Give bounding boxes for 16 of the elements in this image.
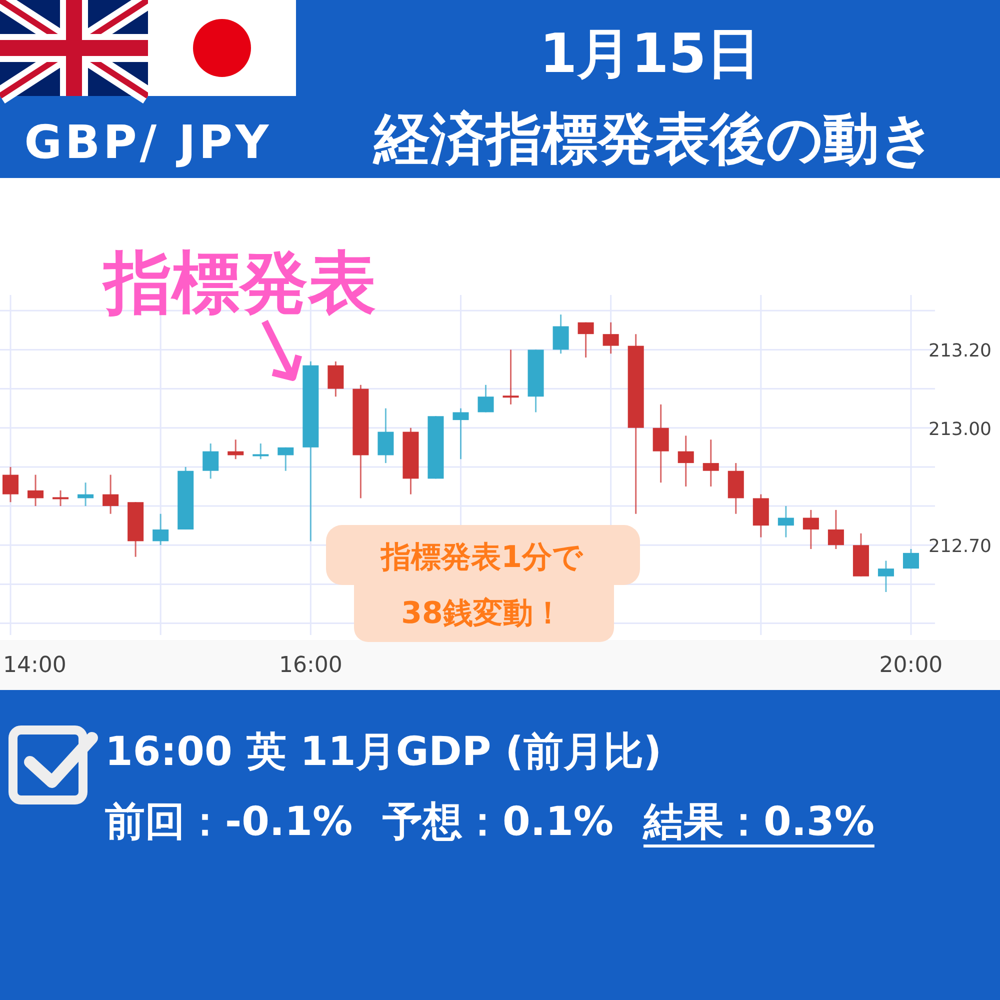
y-tick-label: 212.70	[928, 536, 992, 558]
y-tick-label: 213.00	[928, 418, 992, 440]
text: 予想：0.1%	[382, 799, 614, 845]
text: 前回：-0.1%	[105, 799, 353, 845]
annotation: 指標発表	[101, 244, 376, 323]
text: GBP/ JPY	[24, 115, 272, 169]
chart-subtitle: 経済指標発表後の動き	[372, 107, 936, 172]
annotation: 38銭変動！	[401, 596, 563, 631]
text: 結果：0.3%	[642, 799, 874, 845]
x-tick-label: 16:00	[278, 653, 342, 678]
y-tick-label: 213.20	[928, 340, 992, 362]
x-tick-label: 14:00	[3, 653, 66, 678]
chart-title: 1月15日	[540, 22, 760, 85]
text: 16:00 英 11月GDP (前月比)	[105, 729, 662, 775]
x-tick-label: 20:00	[879, 653, 943, 678]
annotation: 指標発表1分で	[380, 540, 584, 575]
